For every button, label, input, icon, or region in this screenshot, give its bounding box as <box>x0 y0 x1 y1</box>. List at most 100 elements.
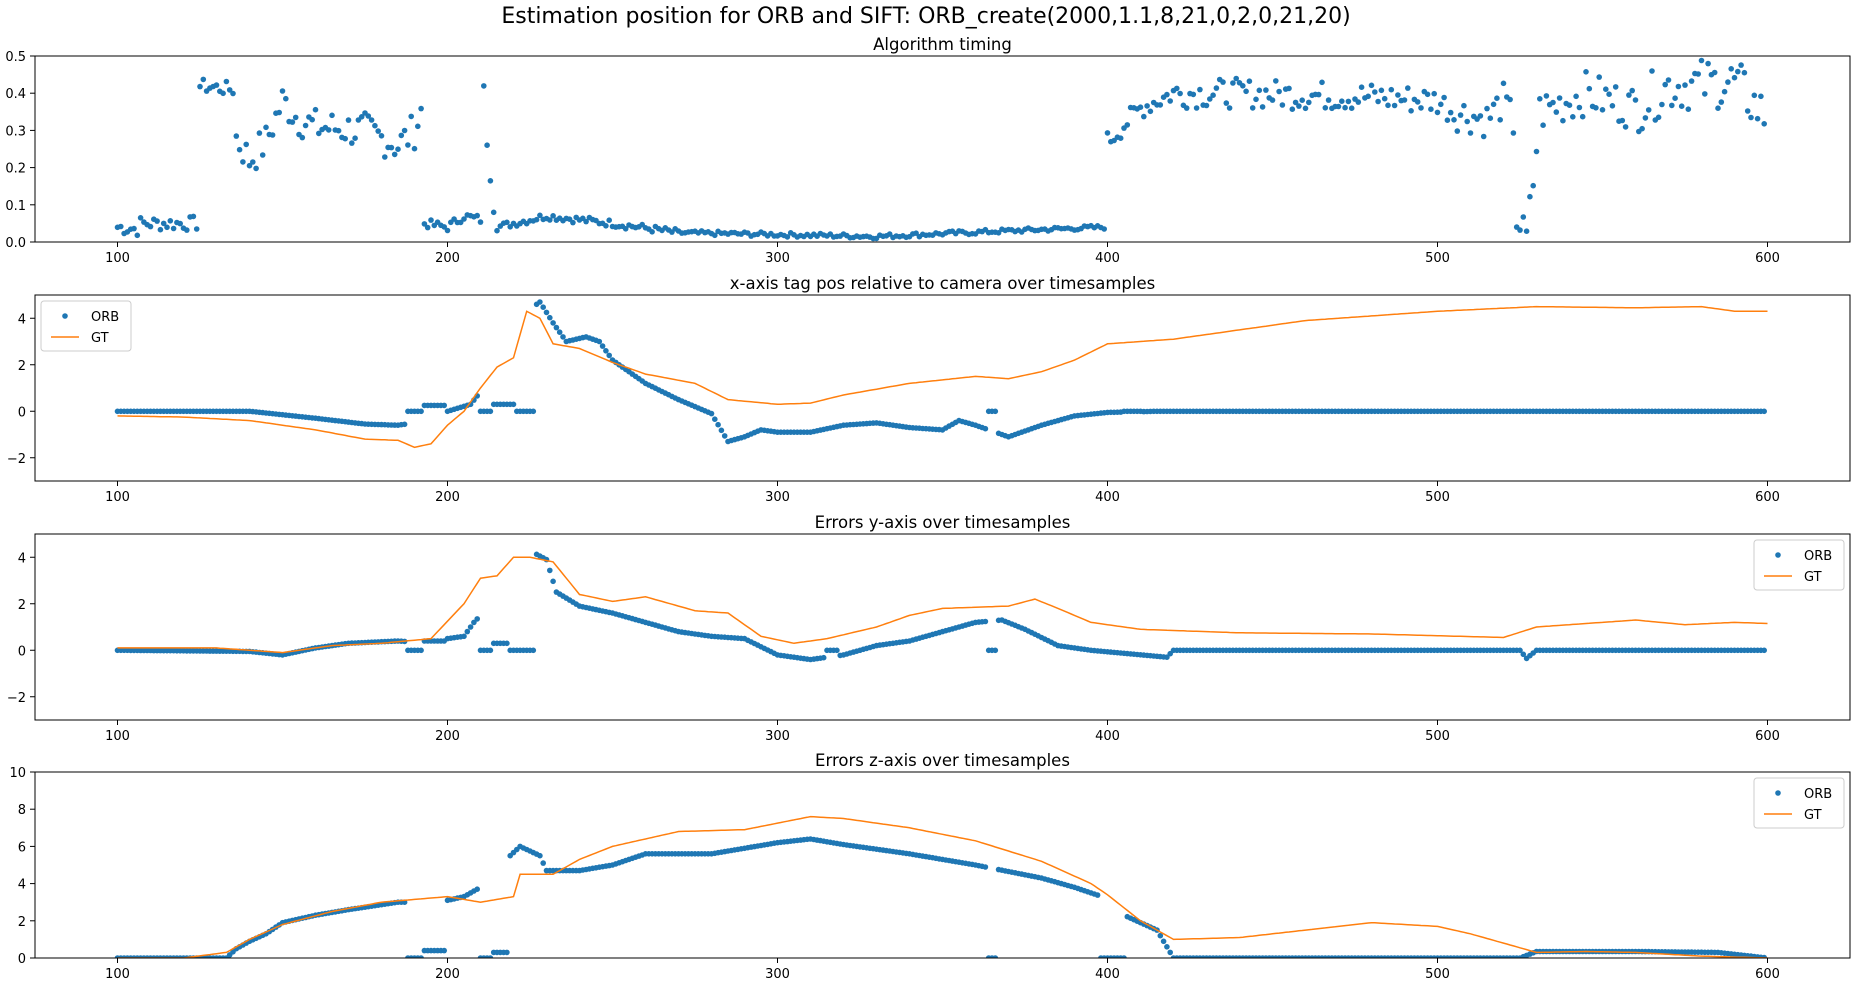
data-point <box>1721 88 1728 95</box>
data-point <box>1669 102 1675 109</box>
x-tick-label: 300 <box>765 251 790 266</box>
data-point <box>1164 654 1170 660</box>
data-point <box>1540 122 1546 128</box>
data-point <box>992 955 999 958</box>
data-point <box>1761 408 1767 415</box>
y-tick-label: 0 <box>18 952 26 967</box>
data-point <box>1533 148 1540 155</box>
data-point <box>1292 99 1299 106</box>
data-point <box>388 144 395 151</box>
data-point <box>1672 95 1678 101</box>
data-point <box>992 408 999 415</box>
y-tick-label: 6 <box>18 840 26 855</box>
data-point <box>1164 944 1170 950</box>
data-point <box>1570 114 1576 120</box>
data-point <box>1147 108 1154 115</box>
data-point <box>365 113 372 119</box>
data-point <box>246 162 253 169</box>
data-point <box>1761 121 1767 127</box>
y-tick-label: 0.2 <box>5 162 26 177</box>
data-point <box>1286 85 1292 92</box>
data-point <box>154 218 160 224</box>
data-point <box>316 130 322 137</box>
data-point <box>415 123 421 130</box>
data-point <box>494 227 500 234</box>
data-point <box>289 119 296 125</box>
data-point <box>1550 99 1556 106</box>
legend-label: ORB <box>91 310 119 325</box>
data-point <box>372 122 378 129</box>
data-point <box>487 178 494 184</box>
data-point <box>1695 71 1701 77</box>
data-point <box>1599 107 1606 113</box>
data-point <box>1174 85 1180 92</box>
data-layer <box>114 299 1768 449</box>
data-layer <box>114 815 1768 958</box>
data-point <box>547 217 553 223</box>
data-point <box>1306 99 1312 106</box>
data-point <box>1751 92 1758 99</box>
data-point <box>784 234 791 240</box>
axes-title: x-axis tag pos relative to camera over t… <box>730 274 1155 293</box>
data-point <box>233 133 240 139</box>
data-point <box>1269 97 1276 103</box>
data-layer <box>114 57 1767 242</box>
x-tick-label: 400 <box>1095 490 1120 505</box>
y-tick-label: 2 <box>18 598 26 613</box>
data-point <box>1164 91 1170 98</box>
data-point <box>1639 125 1645 132</box>
data-point <box>1289 106 1296 112</box>
data-point <box>537 212 543 219</box>
data-point <box>504 219 510 226</box>
data-point <box>599 343 606 349</box>
data-point <box>1276 88 1282 95</box>
data-point <box>834 647 840 654</box>
data-point <box>1523 228 1530 234</box>
data-point <box>487 408 494 415</box>
data-point <box>1678 103 1685 109</box>
y-tick-label: 10 <box>9 766 26 781</box>
data-point <box>1609 103 1616 109</box>
data-point <box>1137 104 1144 110</box>
data-point <box>550 213 556 219</box>
series-line-gt <box>117 815 1768 958</box>
data-point <box>1622 124 1629 130</box>
data-point <box>279 88 286 94</box>
data-point <box>1744 108 1751 114</box>
data-point <box>1190 91 1197 98</box>
data-point <box>1418 105 1424 111</box>
data-point <box>510 401 517 408</box>
data-point <box>484 142 490 148</box>
data-point <box>1335 103 1342 110</box>
x-tick-label: 200 <box>435 729 460 744</box>
data-point <box>1735 68 1741 75</box>
data-point <box>913 230 919 236</box>
data-point <box>556 329 563 336</box>
legend-label: GT <box>1804 570 1822 585</box>
data-point <box>411 145 418 152</box>
data-point <box>1259 104 1266 110</box>
data-point <box>1299 97 1305 103</box>
data-point <box>1510 130 1517 136</box>
data-point <box>560 334 566 340</box>
data-point <box>1358 84 1365 90</box>
data-point <box>553 324 560 331</box>
data-point <box>537 852 543 859</box>
data-point <box>1339 98 1345 104</box>
data-point <box>490 209 497 216</box>
legend-label: GT <box>1804 808 1822 823</box>
data-point <box>1385 102 1391 109</box>
data-point <box>1226 105 1233 111</box>
data-point <box>1537 96 1543 102</box>
data-point <box>1342 104 1348 111</box>
x-tick-label: 500 <box>1425 490 1450 505</box>
x-tick-label: 500 <box>1425 251 1450 266</box>
data-point <box>358 114 365 120</box>
data-point <box>1603 86 1609 92</box>
data-point <box>1477 113 1484 119</box>
data-point <box>1662 81 1668 88</box>
data-point <box>1220 79 1226 85</box>
data-point <box>170 225 177 232</box>
